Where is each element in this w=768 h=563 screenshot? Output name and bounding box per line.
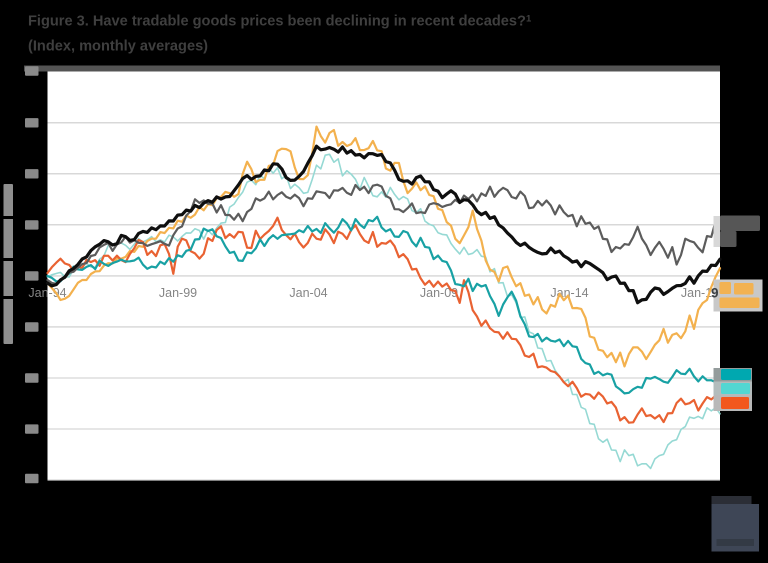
svg-text:Jan-09: Jan-09 [420,286,458,300]
svg-text:Jan-14: Jan-14 [550,286,588,300]
svg-text:Jan-99: Jan-99 [159,286,197,300]
svg-text:Jan-94: Jan-94 [28,286,66,300]
svg-text:9: 9 [711,286,719,301]
svg-text:(Index, monthly averages): (Index, monthly averages) [28,39,208,55]
svg-text:Jan-04: Jan-04 [289,286,327,300]
svg-text:Figure 3. Have tradable goods: Figure 3. Have tradable goods prices bee… [28,14,532,30]
